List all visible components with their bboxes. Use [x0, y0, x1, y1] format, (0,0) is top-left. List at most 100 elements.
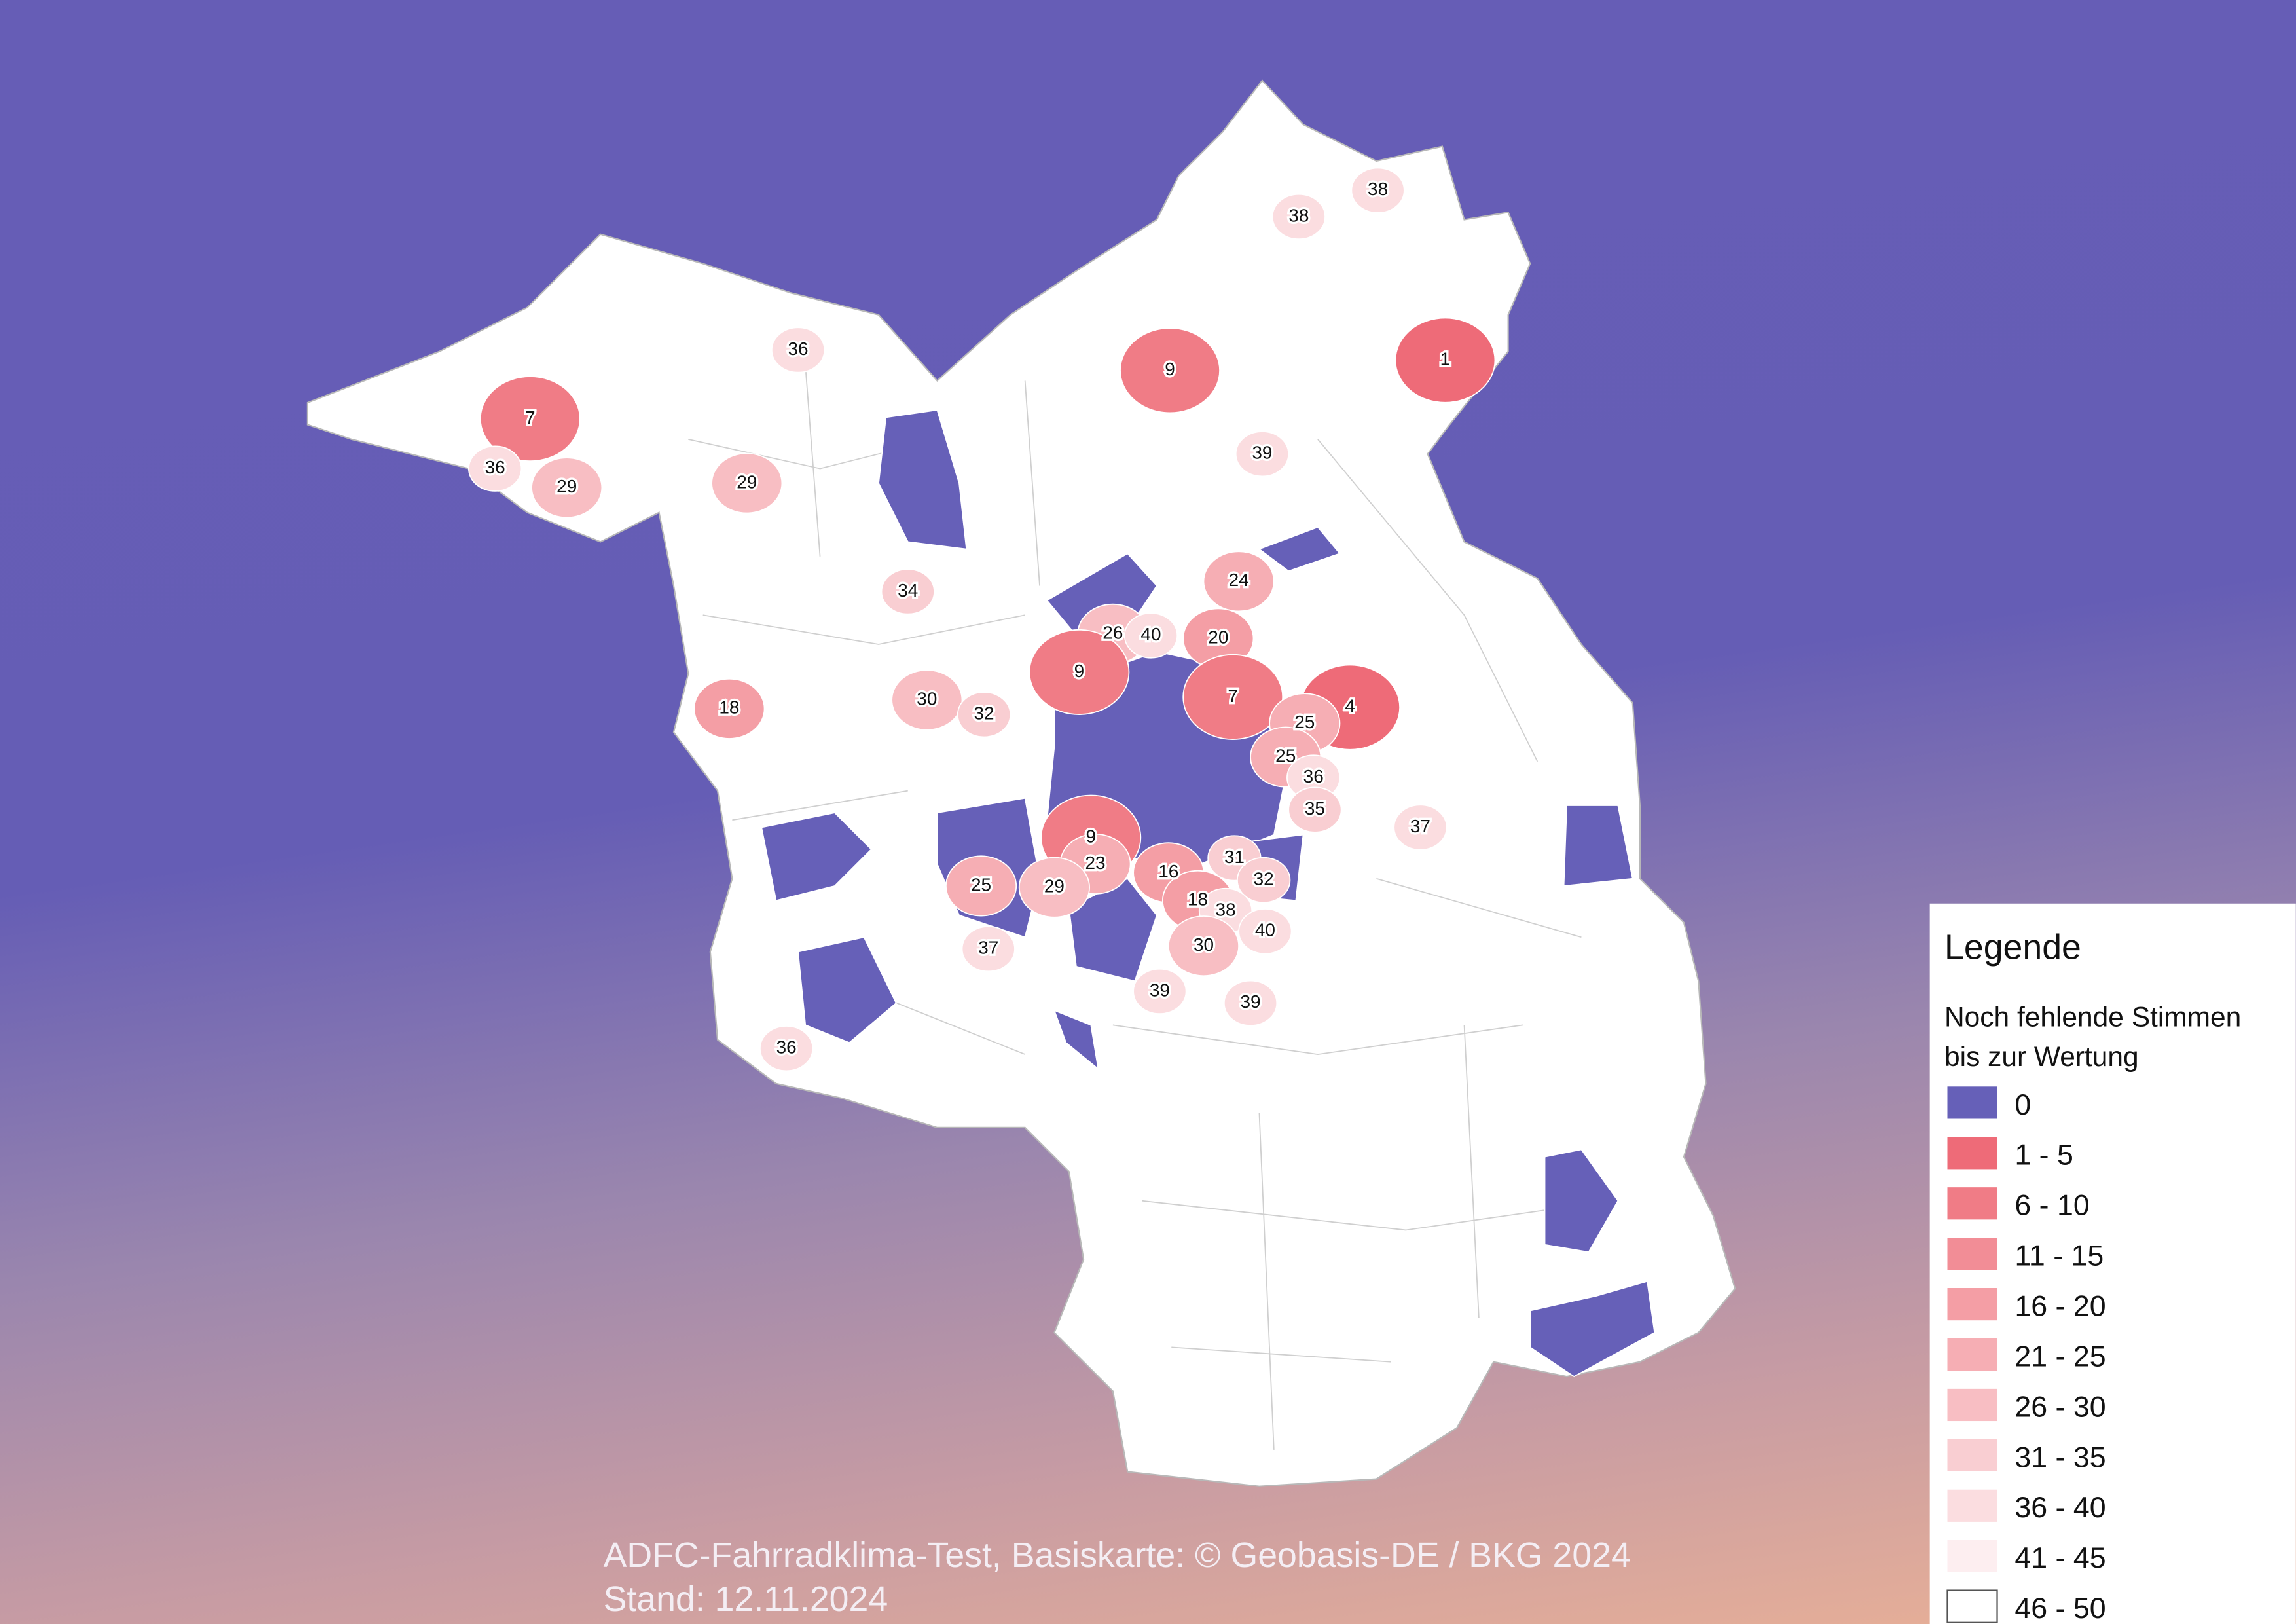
region-label: 26	[1102, 623, 1123, 643]
region-zero	[1544, 1149, 1619, 1253]
region-zero	[878, 409, 968, 550]
region	[1235, 431, 1290, 477]
region	[1123, 612, 1178, 659]
legend-label: 26 - 30	[2014, 1391, 2105, 1423]
region-label: 7	[1228, 686, 1238, 706]
legend-label: 1 - 5	[2014, 1139, 2073, 1172]
region-zero	[1563, 805, 1633, 887]
region-label: 30	[917, 688, 937, 709]
region	[1018, 857, 1090, 918]
attribution: ADFC-Fahrradklima-Test, Basiskarte: © Ge…	[604, 1536, 1631, 1575]
region-label: 25	[1275, 746, 1296, 766]
region-label: 35	[1305, 798, 1325, 819]
region	[1120, 327, 1220, 414]
region-label: 4	[1345, 695, 1355, 716]
region	[711, 452, 783, 514]
region-label: 24	[1229, 570, 1249, 590]
region-label: 20	[1208, 627, 1228, 647]
region	[961, 925, 1015, 972]
region-label: 32	[1254, 868, 1274, 889]
region-label: 7	[525, 407, 536, 428]
region-label: 36	[485, 457, 505, 477]
region-label: 18	[1188, 889, 1208, 910]
region-label: 9	[1074, 661, 1085, 681]
region-label: 25	[1294, 712, 1315, 732]
legend-subtitle: Noch fehlende Stimmen	[1944, 1003, 2241, 1033]
region-label: 18	[719, 697, 739, 718]
region	[957, 692, 1011, 738]
region	[1167, 915, 1240, 977]
legend-label: 11 - 15	[2014, 1240, 2104, 1272]
region-label: 38	[1288, 205, 1309, 225]
region-label: 39	[1150, 980, 1170, 1000]
legend-swatch	[1947, 1137, 1997, 1170]
region-label: 30	[1194, 934, 1214, 955]
region	[1223, 980, 1278, 1026]
region-label: 29	[1044, 876, 1065, 896]
legend-swatch	[1947, 1388, 1997, 1422]
region	[1133, 968, 1187, 1015]
region	[1238, 908, 1292, 955]
region-label: 1	[1440, 349, 1451, 369]
region-label: 36	[1303, 766, 1324, 786]
region	[1394, 317, 1496, 403]
district-borders	[688, 365, 1611, 1450]
region-zero	[797, 936, 897, 1044]
region	[479, 376, 581, 462]
legend-label: 46 - 50	[2014, 1593, 2105, 1624]
legend-label: 36 - 40	[2014, 1492, 2105, 1524]
region-label: 23	[1085, 853, 1105, 873]
legend-subtitle: bis zur Wertung	[1944, 1042, 2139, 1073]
region-label: 31	[1224, 847, 1245, 867]
region-label: 37	[978, 937, 998, 957]
legend-label: 41 - 45	[2014, 1542, 2105, 1574]
region	[693, 678, 765, 739]
state-outline	[306, 79, 1736, 1487]
region	[1271, 193, 1326, 240]
region-label: 39	[1252, 443, 1272, 463]
legend-title: Legende	[1944, 928, 2081, 967]
region	[1393, 804, 1448, 851]
region-label: 29	[556, 476, 577, 496]
region	[1203, 551, 1275, 612]
legend-swatch	[1947, 1540, 1997, 1572]
region-zero	[1053, 1009, 1099, 1071]
region	[1288, 786, 1342, 833]
region	[1351, 167, 1405, 213]
legend-label: 6 - 10	[2014, 1190, 2089, 1222]
region-label: 25	[971, 874, 991, 895]
region-label: 38	[1215, 899, 1235, 919]
region-zero	[761, 812, 873, 902]
region-label: 36	[788, 339, 808, 359]
legend-label: 31 - 35	[2014, 1441, 2105, 1473]
legend-swatch	[1947, 1338, 1997, 1371]
region	[881, 568, 935, 615]
legend-swatch	[1947, 1489, 1997, 1522]
region	[771, 327, 826, 373]
region	[1029, 629, 1130, 715]
legend-swatch	[1947, 1187, 1997, 1220]
legend-swatch	[1947, 1439, 1997, 1471]
region	[945, 855, 1017, 917]
region	[531, 457, 603, 519]
region-label: 38	[1368, 179, 1388, 199]
region	[1237, 857, 1291, 904]
region-label: 34	[898, 580, 918, 600]
region-label: 40	[1140, 624, 1161, 644]
region-label: 37	[1410, 816, 1430, 836]
region	[467, 445, 522, 492]
region	[1182, 654, 1284, 740]
region-label: 9	[1086, 826, 1097, 847]
region-label: 9	[1165, 359, 1175, 379]
region-label: 16	[1158, 861, 1178, 881]
region-label: 36	[776, 1037, 797, 1058]
attribution: Stand: 12.11.2024	[604, 1579, 888, 1619]
region-zero	[1529, 1280, 1656, 1378]
region-label: 29	[737, 471, 757, 492]
region	[891, 669, 963, 731]
region-label: 40	[1255, 920, 1275, 940]
region-zero	[1258, 526, 1341, 572]
legend-label: 16 - 20	[2014, 1290, 2105, 1322]
